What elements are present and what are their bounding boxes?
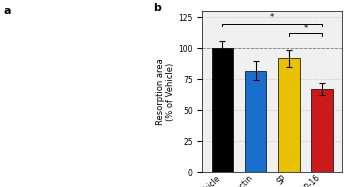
Text: *: * (303, 24, 307, 33)
Bar (211, 48, 233, 172)
Text: a: a (4, 6, 11, 16)
Bar (245, 71, 266, 172)
Text: b: b (154, 3, 162, 13)
Text: *: * (270, 13, 274, 22)
Y-axis label: Resorption area
(% of Vehicle): Resorption area (% of Vehicle) (156, 58, 176, 125)
Bar (311, 89, 333, 172)
Bar (278, 58, 300, 172)
